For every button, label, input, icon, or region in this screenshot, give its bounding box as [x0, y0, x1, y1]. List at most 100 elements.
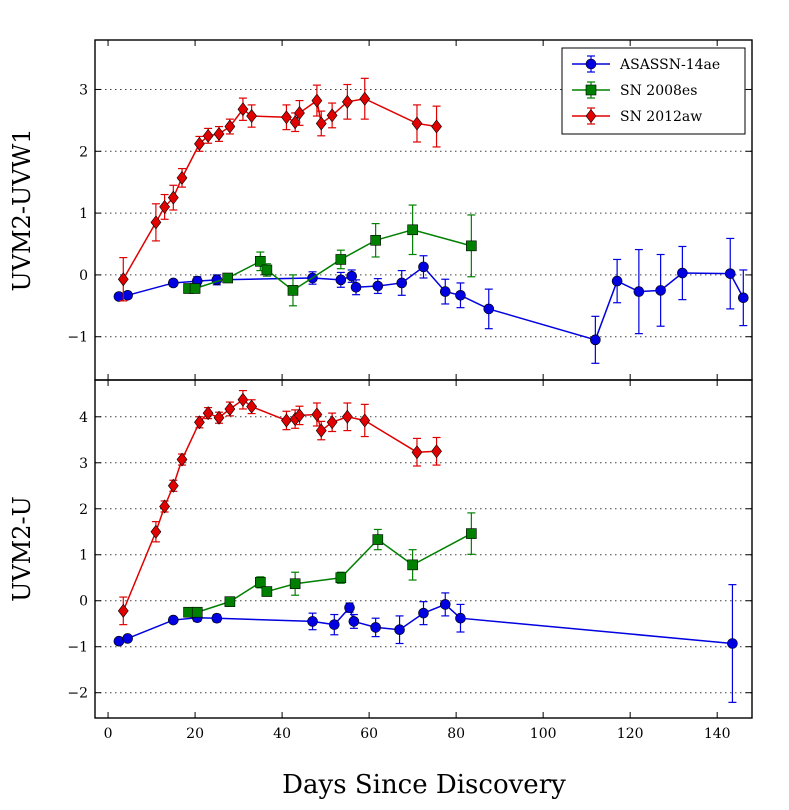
data-point	[167, 478, 179, 493]
data-point	[329, 619, 340, 630]
data-point	[466, 240, 477, 252]
data-point	[224, 596, 236, 607]
data-point	[411, 445, 423, 460]
data-point	[194, 136, 205, 151]
data-point	[281, 413, 292, 428]
data-point	[372, 280, 384, 292]
series-line	[118, 265, 744, 341]
plot-frame	[94, 379, 753, 719]
legend-entry-asassn-14ae: ASASSN-14ae	[572, 55, 720, 73]
data-point	[655, 285, 666, 296]
data-point	[307, 616, 318, 627]
data-point	[167, 190, 179, 205]
data-point	[677, 267, 688, 279]
data-point	[246, 399, 258, 414]
data-point	[439, 286, 451, 297]
series-sn-2008es	[183, 512, 477, 618]
y-tick-label: −1	[67, 640, 88, 656]
data-point	[407, 559, 418, 571]
data-point	[281, 110, 292, 125]
y-tick-label: 3	[79, 456, 88, 472]
data-point	[294, 105, 305, 120]
data-point	[326, 415, 338, 430]
x-tick-label: 20	[186, 726, 204, 742]
data-point	[346, 270, 358, 282]
data-point	[150, 215, 162, 230]
data-point	[224, 401, 236, 416]
data-point	[431, 444, 442, 459]
y-axis-label: UVM2-U	[8, 496, 36, 602]
series-sn-2012aw	[117, 389, 442, 626]
data-point	[724, 268, 736, 279]
data-point	[418, 261, 429, 273]
data-point	[159, 499, 170, 514]
data-point	[737, 292, 749, 304]
data-point	[237, 102, 249, 117]
data-point	[117, 603, 129, 618]
data-point	[202, 406, 214, 421]
legend-label: SN 2008es	[620, 83, 697, 99]
data-point	[483, 303, 495, 315]
y-tick-label: −2	[67, 686, 88, 702]
legend-marker	[585, 58, 597, 70]
data-point	[255, 577, 266, 588]
data-point	[168, 614, 179, 626]
data-point	[335, 572, 347, 584]
data-point	[611, 275, 623, 287]
data-point	[222, 272, 234, 284]
data-point	[261, 264, 273, 276]
data-point	[590, 334, 601, 346]
series-sn-2012aw	[117, 77, 442, 302]
x-tick-label: 60	[360, 726, 378, 742]
data-point	[211, 612, 223, 624]
data-point	[372, 534, 384, 545]
y-tick-label: 1	[79, 548, 88, 564]
data-point	[396, 277, 408, 289]
data-point	[261, 586, 273, 597]
data-point	[326, 108, 338, 123]
data-point	[224, 119, 236, 134]
data-point	[348, 616, 360, 627]
x-tick-label: 40	[273, 726, 291, 742]
data-point	[344, 602, 355, 613]
data-point	[370, 622, 381, 633]
data-point	[370, 234, 381, 246]
legend-marker	[585, 109, 597, 123]
data-point	[117, 272, 129, 287]
data-point	[315, 116, 327, 131]
y-tick-label: 2	[79, 502, 88, 518]
legend-entry-sn-2008es: SN 2008es	[572, 81, 697, 99]
legend-marker	[585, 84, 597, 96]
x-axis-label: Days Since Discovery	[282, 770, 566, 800]
x-tick-label: 120	[617, 726, 644, 742]
data-point	[727, 638, 738, 649]
y-tick-label: 1	[79, 206, 88, 222]
data-point	[439, 599, 451, 610]
data-point	[431, 119, 442, 134]
legend-label: SN 2012aw	[620, 109, 702, 125]
series-line	[122, 398, 437, 612]
data-point	[287, 285, 299, 296]
x-tick-label: 100	[530, 726, 557, 742]
data-point	[159, 199, 170, 214]
data-point	[418, 607, 429, 619]
data-point	[191, 606, 203, 618]
data-point	[455, 612, 466, 624]
data-point	[176, 170, 188, 185]
data-point	[407, 224, 418, 236]
series-line	[188, 229, 472, 292]
data-point	[122, 633, 133, 644]
series-asassn-14ae	[113, 584, 738, 703]
data-point	[311, 93, 323, 108]
data-point	[237, 392, 249, 407]
y-tick-label: 0	[79, 594, 88, 610]
data-point	[411, 116, 423, 131]
legend-label: ASASSN-14ae	[619, 57, 720, 73]
y-tick-label: 0	[79, 268, 88, 284]
series-line	[122, 97, 437, 280]
data-point	[350, 281, 362, 293]
data-point	[311, 407, 323, 422]
data-point	[189, 283, 201, 294]
data-point	[341, 409, 353, 424]
